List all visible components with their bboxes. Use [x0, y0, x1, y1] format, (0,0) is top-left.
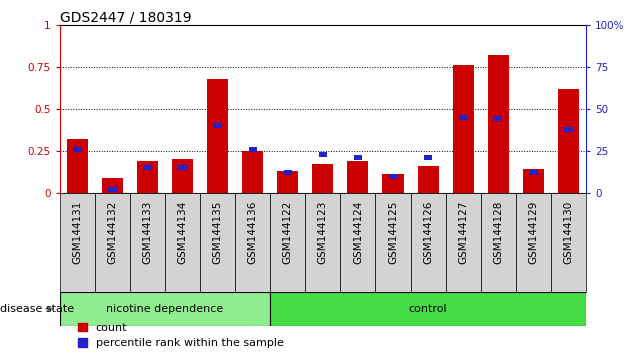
Text: GSM144125: GSM144125: [388, 201, 398, 264]
Text: GSM144133: GSM144133: [142, 201, 152, 264]
Bar: [353, 155, 362, 160]
Bar: [340, 193, 375, 292]
Bar: [564, 126, 573, 132]
Bar: [481, 193, 516, 292]
Text: GSM144130: GSM144130: [563, 201, 573, 264]
Bar: [306, 193, 340, 292]
Bar: [494, 116, 503, 121]
Text: control: control: [409, 304, 447, 314]
Text: GSM144122: GSM144122: [283, 201, 293, 264]
Bar: [165, 193, 200, 292]
Bar: [172, 159, 193, 193]
Bar: [95, 193, 130, 292]
Bar: [558, 89, 579, 193]
Bar: [375, 193, 411, 292]
Legend: count, percentile rank within the sample: count, percentile rank within the sample: [78, 322, 284, 348]
Text: nicotine dependence: nicotine dependence: [106, 304, 224, 314]
Bar: [445, 193, 481, 292]
Bar: [488, 55, 509, 193]
Text: GSM144123: GSM144123: [318, 201, 328, 264]
Bar: [424, 155, 432, 160]
Bar: [60, 292, 270, 326]
Text: GSM144135: GSM144135: [213, 201, 222, 264]
Bar: [284, 170, 292, 175]
Bar: [60, 193, 95, 292]
Text: GSM144124: GSM144124: [353, 201, 363, 264]
Bar: [207, 79, 228, 193]
Bar: [312, 164, 333, 193]
Bar: [270, 193, 306, 292]
Bar: [248, 147, 257, 152]
Bar: [523, 170, 544, 193]
Bar: [242, 151, 263, 193]
Bar: [418, 166, 438, 193]
Bar: [319, 152, 327, 157]
Bar: [382, 175, 404, 193]
Bar: [529, 170, 537, 175]
Bar: [452, 65, 474, 193]
Bar: [143, 165, 152, 170]
Bar: [270, 292, 586, 326]
Text: GSM144134: GSM144134: [178, 201, 188, 264]
Bar: [178, 165, 187, 170]
Text: GSM144129: GSM144129: [529, 201, 538, 264]
Bar: [235, 193, 270, 292]
Bar: [73, 147, 82, 152]
Text: GDS2447 / 180319: GDS2447 / 180319: [60, 11, 192, 25]
Text: disease state: disease state: [0, 304, 74, 314]
Bar: [137, 161, 158, 193]
Bar: [389, 173, 398, 179]
Text: GSM144128: GSM144128: [493, 201, 503, 264]
Text: GSM144136: GSM144136: [248, 201, 258, 264]
Text: GSM144132: GSM144132: [108, 201, 117, 264]
Bar: [108, 187, 117, 192]
Bar: [67, 139, 88, 193]
Bar: [277, 171, 299, 193]
Bar: [459, 115, 467, 120]
Bar: [411, 193, 445, 292]
Bar: [551, 193, 586, 292]
Text: GSM144127: GSM144127: [458, 201, 468, 264]
Bar: [347, 161, 369, 193]
Bar: [102, 178, 123, 193]
Bar: [200, 193, 235, 292]
Bar: [516, 193, 551, 292]
Bar: [130, 193, 165, 292]
Text: GSM144131: GSM144131: [72, 201, 83, 264]
Text: GSM144126: GSM144126: [423, 201, 433, 264]
Bar: [214, 123, 222, 128]
